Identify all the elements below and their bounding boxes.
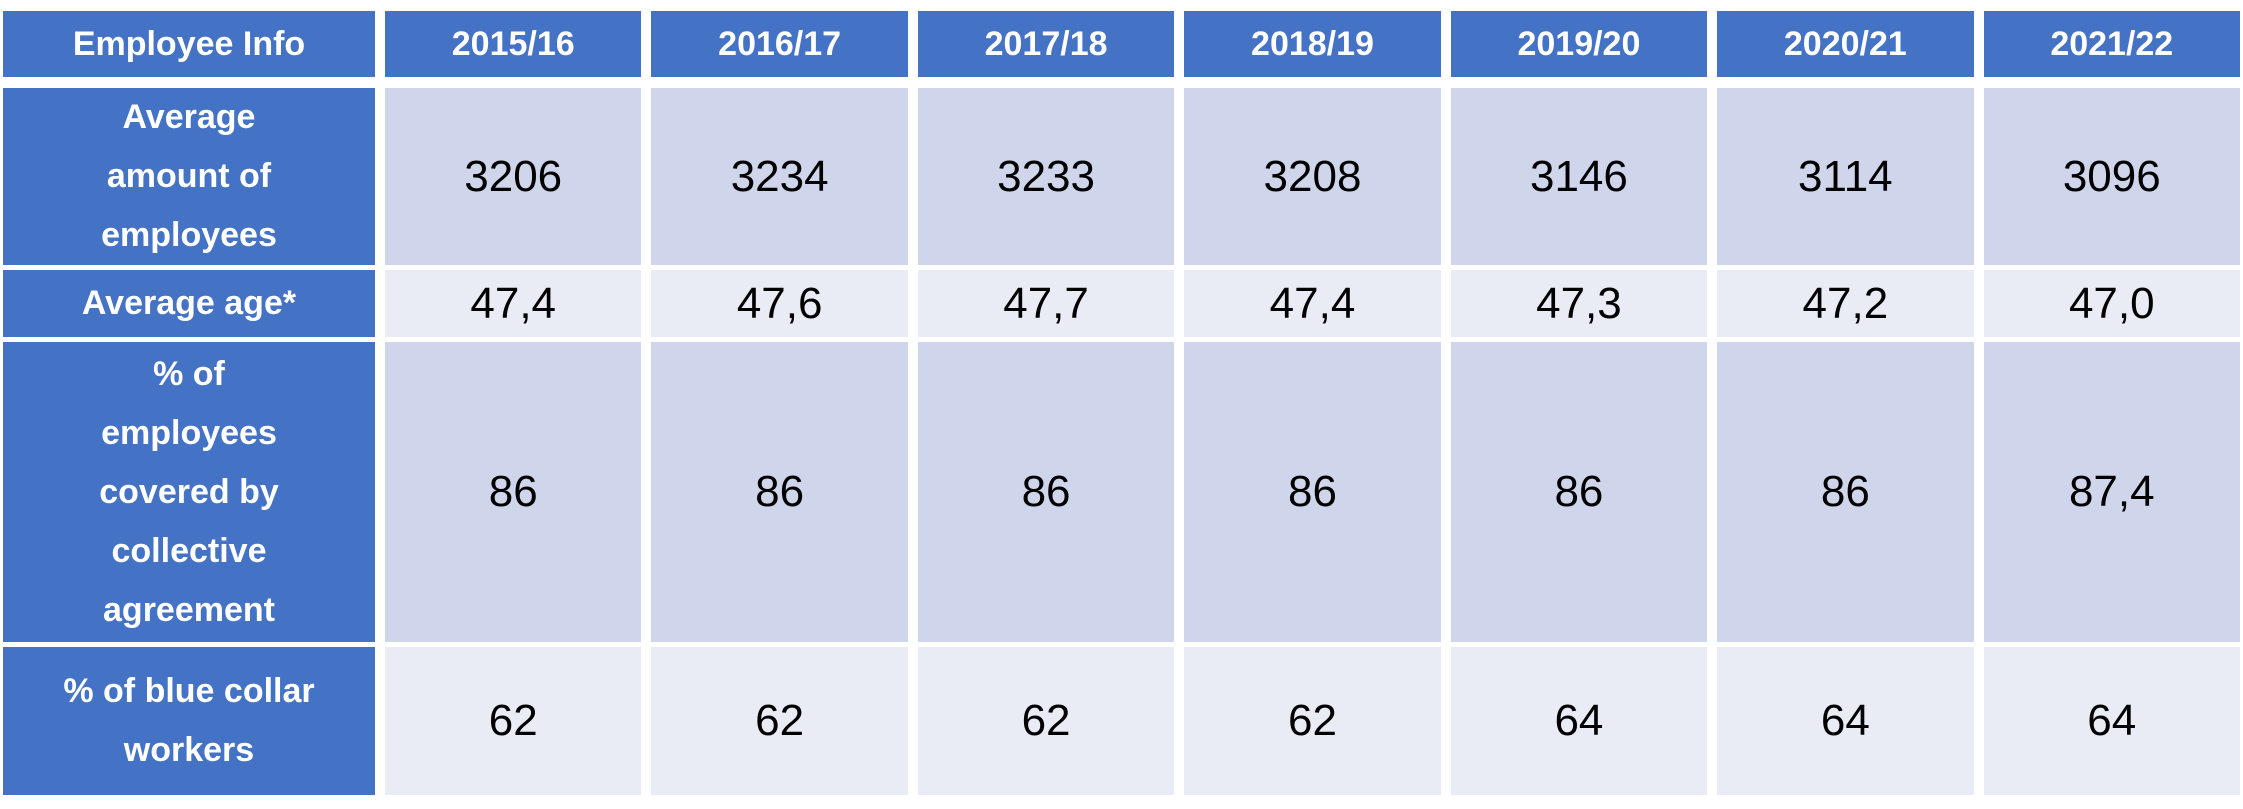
row-label-average-amount-of-employees: Average amount of employees	[3, 88, 375, 265]
table-cell: 86	[917, 342, 1175, 642]
table-cell: 64	[1450, 647, 1708, 795]
table-cell: 62	[917, 647, 1175, 795]
column-header-2015-16: 2015/16	[385, 11, 642, 77]
table-cell: 86	[1717, 342, 1974, 642]
table-cell: 87,4	[1983, 342, 2240, 642]
table-cell: 3234	[651, 88, 908, 265]
table-cell: 47,2	[1717, 270, 1974, 337]
table-cell: 62	[1184, 647, 1441, 795]
row-label-percent-covered-by-collective-agreement: % of employees covered by collective agr…	[3, 342, 375, 642]
table-cell: 86	[1184, 342, 1441, 642]
table-cell: 62	[651, 647, 908, 795]
table-cell: 47,4	[1184, 270, 1441, 337]
table-header-row: Employee Info 2015/16 2016/17 2017/18 20…	[3, 11, 2240, 77]
employee-info-table: Employee Info 2015/16 2016/17 2017/18 20…	[3, 11, 2240, 795]
column-header-2017-18: 2017/18	[917, 11, 1175, 77]
table-cell: 62	[385, 647, 642, 795]
table-cell: 64	[1717, 647, 1974, 795]
table-cell: 86	[651, 342, 908, 642]
table-cell: 64	[1983, 647, 2240, 795]
table-cell: 3233	[917, 88, 1175, 265]
column-header-2016-17: 2016/17	[651, 11, 908, 77]
column-header-2020-21: 2020/21	[1717, 11, 1974, 77]
table-body: Average amount of employees 3206 3234 32…	[3, 88, 2240, 795]
table-cell: 47,0	[1983, 270, 2240, 337]
table-cell: 47,3	[1450, 270, 1708, 337]
table-cell: 86	[1450, 342, 1708, 642]
table-cell: 47,7	[917, 270, 1175, 337]
table-cell: 86	[385, 342, 642, 642]
column-header-2018-19: 2018/19	[1184, 11, 1441, 77]
row-label-percent-blue-collar-workers: % of blue collar workers	[3, 647, 375, 795]
table-cell: 3096	[1983, 88, 2240, 265]
column-header-employee-info: Employee Info	[3, 11, 375, 77]
table-cell: 3114	[1717, 88, 1974, 265]
table-cell: 47,4	[385, 270, 642, 337]
table-cell: 47,6	[651, 270, 908, 337]
table-cell: 3146	[1450, 88, 1708, 265]
table-cell: 3206	[385, 88, 642, 265]
column-header-2019-20: 2019/20	[1450, 11, 1708, 77]
table-cell: 3208	[1184, 88, 1441, 265]
column-header-2021-22: 2021/22	[1983, 11, 2240, 77]
row-label-average-age: Average age*	[3, 270, 375, 337]
